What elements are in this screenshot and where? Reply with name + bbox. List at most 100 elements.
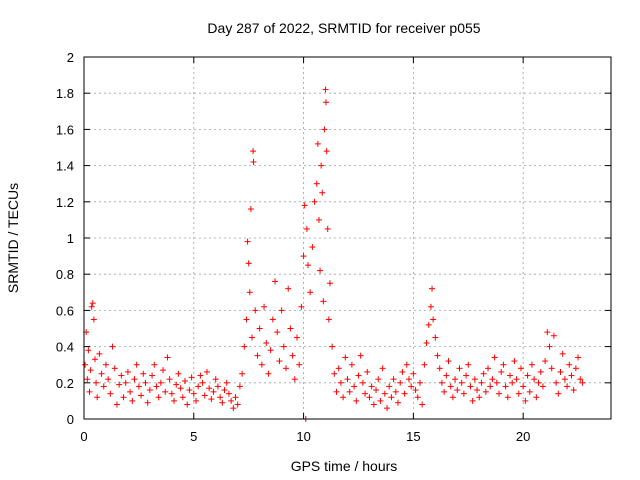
data-point <box>303 225 310 232</box>
data-point <box>364 368 371 375</box>
data-point <box>331 370 338 377</box>
data-point <box>410 370 417 377</box>
data-point <box>373 387 380 394</box>
data-point <box>248 334 255 341</box>
data-point <box>355 372 362 379</box>
data-point <box>274 329 281 336</box>
data-point <box>353 397 360 404</box>
data-point <box>553 379 560 386</box>
data-point <box>287 325 294 332</box>
data-points <box>82 86 586 422</box>
data-point <box>280 343 287 350</box>
data-point <box>357 352 364 359</box>
data-point <box>436 365 443 372</box>
data-point <box>201 392 208 399</box>
data-point <box>491 354 498 361</box>
data-point <box>504 394 511 401</box>
data-point <box>186 387 193 394</box>
data-point <box>555 390 562 397</box>
y-axis-label: SRMTID / TECUs <box>5 183 21 293</box>
data-point <box>351 383 358 390</box>
data-point <box>443 372 450 379</box>
data-point <box>94 394 101 401</box>
data-point <box>309 244 316 251</box>
data-point <box>311 198 318 205</box>
data-point <box>478 379 485 386</box>
data-point <box>236 383 243 390</box>
data-point <box>100 383 107 390</box>
data-point <box>346 388 353 395</box>
data-point <box>322 86 329 93</box>
data-point <box>153 383 160 390</box>
data-point <box>195 383 202 390</box>
data-point <box>557 368 564 375</box>
data-point <box>239 370 246 377</box>
data-point <box>86 388 93 395</box>
data-point <box>395 399 402 406</box>
data-point <box>489 376 496 383</box>
data-point <box>246 289 253 296</box>
data-point <box>206 385 213 392</box>
data-point <box>506 372 513 379</box>
data-point <box>118 372 125 379</box>
data-point <box>146 387 153 394</box>
data-point <box>533 394 540 401</box>
data-point <box>179 394 186 401</box>
data-point <box>91 356 98 363</box>
data-point <box>214 383 221 390</box>
data-point <box>157 379 164 386</box>
data-point <box>87 367 94 374</box>
data-point <box>572 365 579 372</box>
x-tick-label: 20 <box>516 429 530 444</box>
data-point <box>84 376 91 383</box>
data-point <box>412 387 419 394</box>
y-tick-label: 1.4 <box>56 159 74 174</box>
data-point <box>149 372 156 379</box>
data-point <box>469 397 476 404</box>
data-point <box>399 368 406 375</box>
data-point <box>447 383 454 390</box>
data-point <box>430 316 437 323</box>
data-point <box>326 280 333 287</box>
data-point <box>333 388 340 395</box>
x-tick-label: 10 <box>296 429 310 444</box>
data-point <box>441 388 448 395</box>
y-tick-label: 1 <box>67 231 74 246</box>
data-point <box>325 316 332 323</box>
data-point <box>140 370 147 377</box>
data-point <box>323 148 330 155</box>
data-point <box>454 387 461 394</box>
data-point <box>111 365 118 372</box>
x-axis-label: GPS time / hours <box>291 458 398 474</box>
data-point <box>384 405 391 412</box>
data-point <box>482 388 489 395</box>
data-point <box>243 316 250 323</box>
data-point <box>335 365 342 372</box>
data-point <box>188 374 195 381</box>
data-point <box>321 126 328 133</box>
data-point <box>144 399 151 406</box>
data-point <box>127 388 134 395</box>
data-point <box>544 329 551 336</box>
data-point <box>366 394 373 401</box>
data-point <box>570 387 577 394</box>
data-point <box>434 352 441 359</box>
data-point <box>329 343 336 350</box>
data-point <box>511 358 518 365</box>
data-point <box>197 372 204 379</box>
data-point <box>254 352 261 359</box>
data-point <box>559 350 566 357</box>
data-point <box>171 397 178 404</box>
data-point <box>298 303 305 310</box>
data-point <box>96 350 103 357</box>
data-point <box>265 370 272 377</box>
data-point <box>131 376 138 383</box>
data-point <box>342 354 349 361</box>
data-point <box>168 390 175 397</box>
data-point <box>568 372 575 379</box>
data-point <box>438 379 445 386</box>
data-point <box>135 383 142 390</box>
data-point <box>522 397 529 404</box>
data-point <box>458 379 465 386</box>
data-point <box>526 388 533 395</box>
